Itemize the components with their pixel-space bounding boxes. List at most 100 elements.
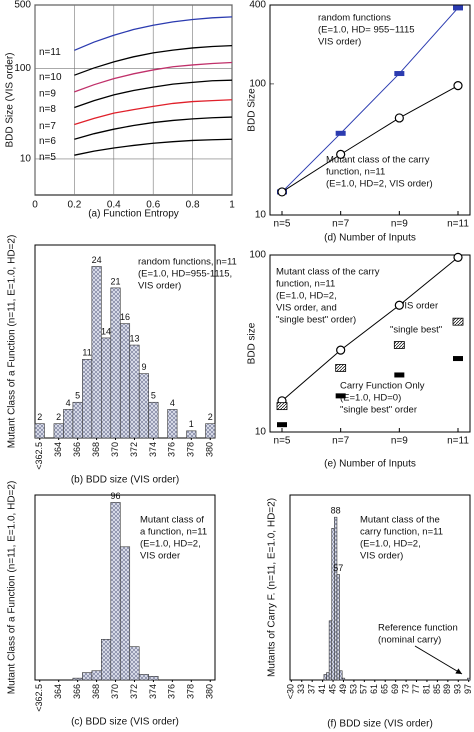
annotation: VIS order bbox=[140, 551, 180, 562]
series-label: n=6 bbox=[39, 136, 56, 147]
y-tick-label: 10 bbox=[255, 427, 267, 438]
caption: (f) BDD size (VIS order) bbox=[327, 719, 433, 730]
value-label: 9 bbox=[141, 362, 146, 372]
value-label: 2 bbox=[37, 412, 42, 422]
x-tick-label: 69 bbox=[390, 684, 400, 694]
annotation: (E=1.0, HD=0) bbox=[340, 393, 401, 404]
series-line bbox=[281, 85, 459, 193]
series-label: n=10 bbox=[39, 72, 62, 83]
value-label: 21 bbox=[111, 276, 121, 286]
value-label: 24 bbox=[92, 255, 102, 265]
annotation: Reference function bbox=[378, 623, 458, 634]
caption: (a) Function Entropy bbox=[88, 209, 179, 220]
x-tick-label: n=9 bbox=[391, 219, 408, 230]
x-tick-label: 374 bbox=[148, 442, 158, 457]
x-tick-label: 0.2 bbox=[67, 200, 81, 211]
annotation: function, n=11 bbox=[276, 279, 335, 290]
annotation: function, n=11 bbox=[326, 167, 385, 178]
annotation: VIS order, and bbox=[276, 303, 337, 314]
series-line bbox=[281, 7, 459, 193]
bar bbox=[119, 546, 131, 681]
x-tick-label: 366 bbox=[72, 684, 82, 699]
annotation: Mutant class of bbox=[140, 515, 204, 526]
x-tick-label: 57 bbox=[359, 684, 369, 694]
annotation: (E=1.0, HD=2, VIS order) bbox=[326, 179, 433, 190]
plot-frame bbox=[289, 494, 471, 681]
bar bbox=[138, 373, 149, 439]
point bbox=[453, 5, 463, 11]
bar bbox=[101, 337, 112, 439]
x-tick-label: 81 bbox=[421, 684, 431, 694]
bar bbox=[82, 359, 93, 439]
annotation: VIS order bbox=[398, 301, 438, 312]
bar bbox=[72, 401, 83, 439]
value-label: 11 bbox=[82, 348, 91, 358]
annotation: (E=1.0, HD=2, bbox=[276, 291, 337, 302]
point bbox=[453, 252, 463, 262]
series-line bbox=[74, 138, 233, 156]
point bbox=[394, 372, 405, 378]
bar bbox=[110, 287, 121, 439]
x-tick-label: n=11 bbox=[447, 219, 469, 230]
x-tick-label: 380 bbox=[205, 442, 215, 457]
bar bbox=[91, 266, 102, 439]
plot-frame bbox=[269, 4, 471, 216]
annotation: a function, n=11 bbox=[140, 527, 207, 538]
point bbox=[277, 422, 287, 428]
value-label: 88 bbox=[331, 506, 341, 516]
bar bbox=[334, 516, 338, 681]
y-tick-label: 400 bbox=[249, 0, 266, 11]
series-label: n=9 bbox=[39, 88, 56, 99]
x-tick-label: 53 bbox=[348, 684, 358, 694]
x-tick-label: 370 bbox=[110, 684, 120, 699]
bar bbox=[148, 675, 159, 681]
x-tick-label: 380 bbox=[205, 684, 215, 699]
point bbox=[276, 402, 288, 411]
bar bbox=[101, 638, 112, 681]
bar bbox=[331, 527, 335, 681]
y-tick-label: 500 bbox=[14, 0, 31, 11]
bar bbox=[328, 620, 333, 681]
y-tick-label: 100 bbox=[249, 250, 266, 261]
bar bbox=[323, 674, 327, 681]
bar bbox=[129, 344, 140, 439]
annotation: VIS order) bbox=[360, 551, 403, 562]
value-label: 2 bbox=[56, 412, 61, 422]
bar bbox=[129, 646, 140, 681]
series-line bbox=[74, 116, 233, 140]
reference-arrow bbox=[414, 645, 463, 675]
x-tick-label: n=11 bbox=[447, 436, 469, 447]
value-label: 16 bbox=[120, 312, 130, 322]
bar bbox=[341, 677, 346, 681]
value-label: 1 bbox=[189, 419, 194, 429]
annotation: (E=1.0, HD= 955~1115 bbox=[318, 25, 415, 36]
bar bbox=[119, 323, 131, 439]
series-label: n=11 bbox=[39, 47, 61, 58]
point bbox=[277, 187, 287, 197]
x-tick-label: 0 bbox=[32, 200, 38, 211]
point bbox=[452, 317, 464, 326]
annotation: "single best" order) bbox=[276, 315, 356, 326]
caption: (e) Number of Inputs bbox=[324, 459, 416, 470]
series-line bbox=[74, 16, 233, 51]
y-axis-title: Mutant Class of a Function (n=11, E=1.0,… bbox=[7, 481, 18, 695]
series-label: n=5 bbox=[39, 152, 56, 163]
x-tick-label: <362.5 bbox=[34, 442, 44, 470]
point bbox=[453, 81, 463, 91]
annotation: (E=1.0, HD=2, bbox=[140, 539, 201, 550]
bar bbox=[167, 409, 178, 439]
x-tick-label: 364 bbox=[53, 684, 63, 699]
x-tick-label: 368 bbox=[91, 442, 101, 457]
x-tick-label: 1 bbox=[229, 200, 235, 211]
x-tick-label: 49 bbox=[338, 684, 348, 694]
series-label: n=7 bbox=[39, 121, 56, 132]
bar bbox=[336, 574, 340, 681]
bar bbox=[53, 423, 64, 439]
x-tick-label: n=7 bbox=[332, 436, 349, 447]
annotation: carry function, n=11 bbox=[360, 527, 443, 538]
bar bbox=[326, 672, 330, 681]
x-tick-label: 0.6 bbox=[146, 200, 160, 211]
bar bbox=[63, 409, 74, 439]
x-tick-label: 368 bbox=[91, 684, 101, 699]
y-axis-title: Mutant Class of a Function (n=11, E=1.0,… bbox=[7, 235, 18, 449]
